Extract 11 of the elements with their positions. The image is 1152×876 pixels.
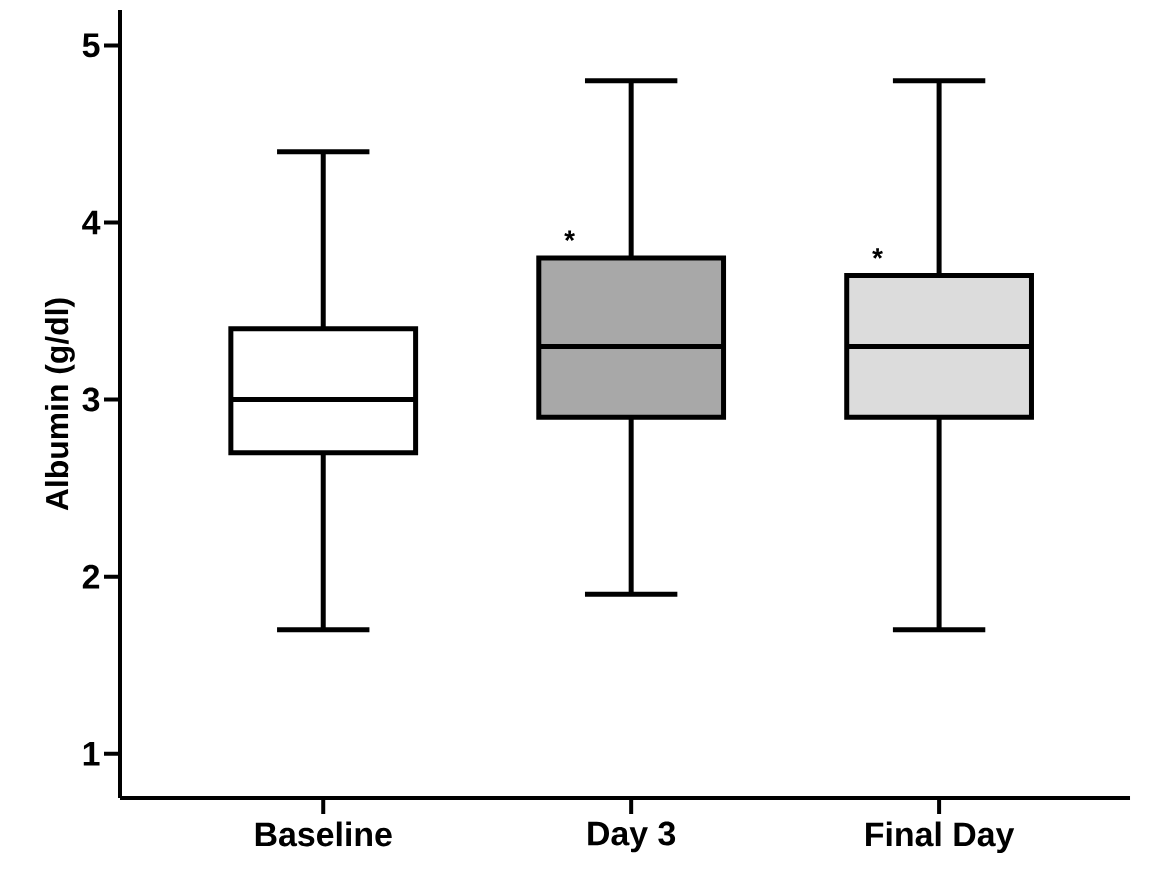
y-tick-label: 1 (83, 742, 100, 766)
y-tick-label: 4 (82, 210, 101, 235)
x-tick-label: Final Day (866, 821, 1015, 854)
y-tick-label: 3 (82, 387, 100, 412)
y-axis-title: Albumin (g/dl) (44, 298, 75, 511)
y-tick-label: 2 (82, 564, 100, 589)
x-tick-label: Baseline (255, 821, 392, 847)
annotation: * (564, 230, 575, 241)
x-tick-label: Day 3 (588, 821, 676, 853)
annotation: * (872, 248, 883, 259)
y-tick-label: 5 (82, 33, 100, 58)
